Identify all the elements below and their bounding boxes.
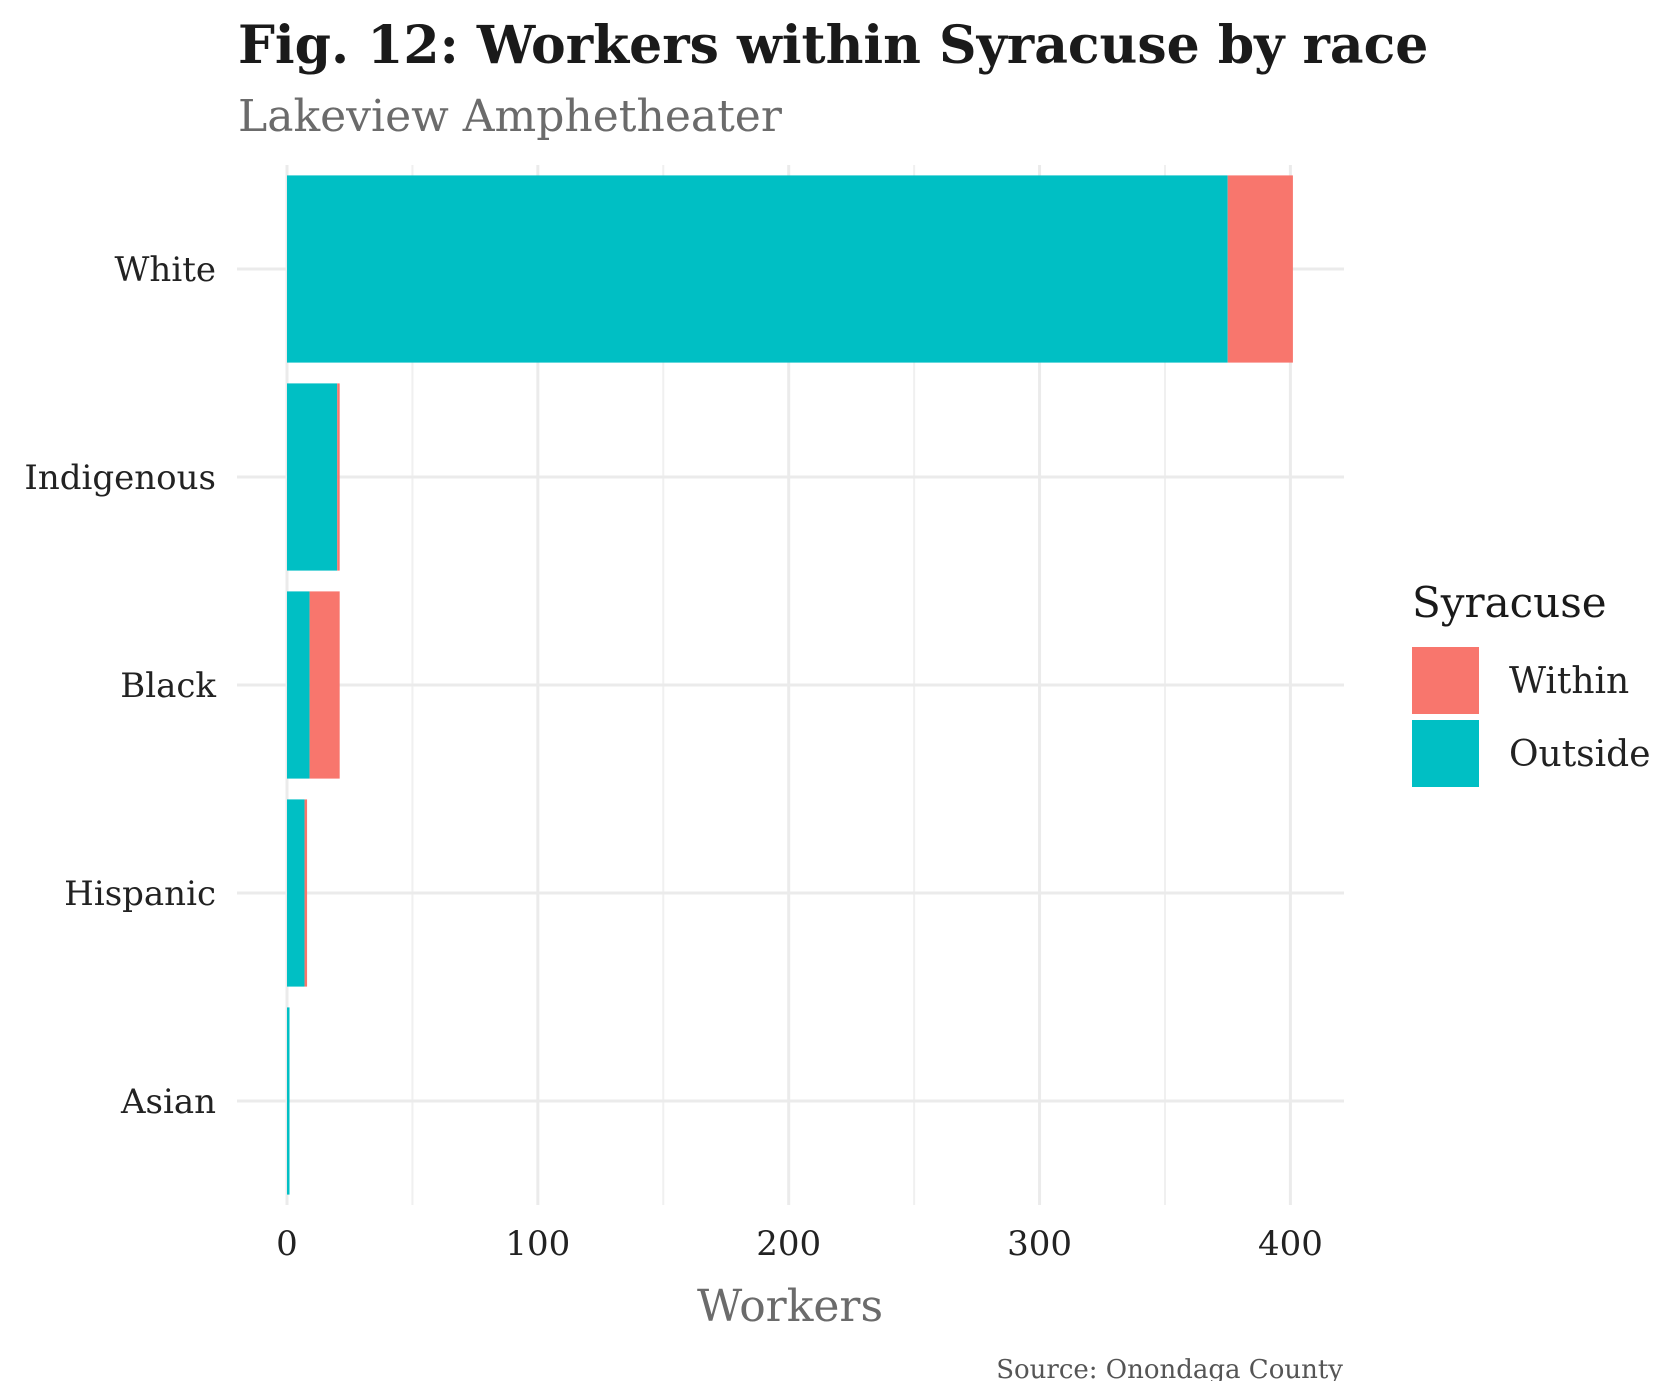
bar-within-hispanic: Hispanic — Within: 1 [304,799,308,987]
bar-outside-white: White — Outside: 375 [287,175,1228,363]
y-tick-label: Asian [120,1082,216,1122]
y-tick-label: Indigenous [24,458,216,498]
x-tick-label: 200 [756,1224,821,1264]
y-axis-labels: White Indigenous Black Hispanic Asian [24,250,216,1122]
bar-within-black: Black — Within: 12 [309,591,340,779]
legend: Syracuse Within Outside [1412,578,1651,787]
legend-label-outside: Outside [1509,734,1651,775]
legend-items: Within Outside [1412,647,1651,787]
bar-layer: White — Outside: 375White — Within: 26 In… [287,175,1293,1195]
legend-label-within: Within [1509,661,1629,702]
chart-title: Fig. 12: Workers within Syracuse by race [238,15,1428,76]
y-tick-label: Black [120,666,216,706]
y-tick-label: Hispanic [64,874,216,914]
chart-caption: Source: Onondaga County [996,1355,1343,1381]
x-tick-label: 100 [505,1224,570,1264]
bar-outside-black: Black — Outside: 9 [287,591,310,779]
bar-within-white: White — Within: 26 [1227,175,1293,363]
legend-swatch-within [1412,647,1479,714]
bar-outside-hispanic: Hispanic — Outside: 7 [287,799,305,987]
bar-within-indigenous: Indigenous — Within: 1 [337,383,340,571]
x-axis-labels: 0 100 200 300 400 [276,1224,1323,1264]
legend-swatch-outside [1412,720,1479,787]
y-tick-label: White [114,250,216,290]
x-tick-label: 0 [276,1224,298,1264]
bar-outside-indigenous: Indigenous — Outside: 20 [287,383,338,571]
bar-outside-asian: Asian — Outside: 1 [287,1007,290,1195]
chart-subtitle: Lakeview Amphetheater [238,91,783,142]
legend-title: Syracuse [1412,578,1607,627]
x-tick-label: 400 [1258,1224,1323,1264]
x-axis-title: Workers [697,1281,883,1332]
x-tick-label: 300 [1007,1224,1072,1264]
